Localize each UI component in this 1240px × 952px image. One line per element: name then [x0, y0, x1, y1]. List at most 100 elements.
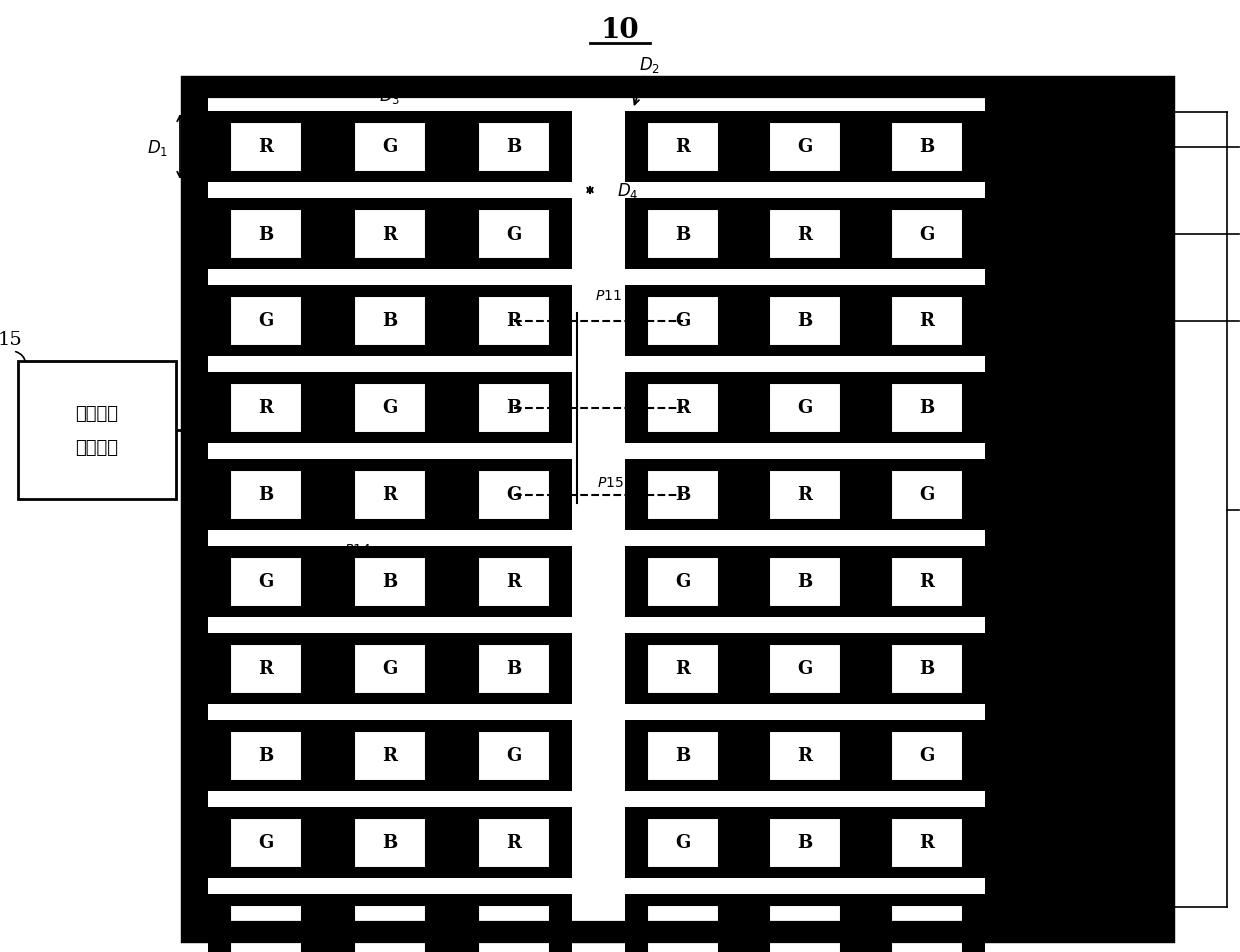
- Text: G: G: [797, 660, 812, 678]
- Text: R: R: [797, 746, 812, 764]
- Bar: [625, 721, 985, 791]
- Bar: [769, 383, 841, 433]
- Bar: [208, 96, 572, 112]
- Text: 虚拟显示: 虚拟显示: [76, 405, 119, 423]
- Bar: [647, 123, 719, 172]
- Bar: [229, 557, 303, 606]
- Bar: [477, 296, 551, 347]
- Bar: [769, 470, 841, 520]
- Bar: [353, 296, 427, 347]
- Text: R: R: [258, 921, 274, 939]
- Bar: [625, 183, 985, 199]
- Text: G: G: [382, 660, 398, 678]
- Text: B: B: [676, 486, 691, 504]
- Bar: [208, 617, 572, 633]
- Bar: [625, 546, 985, 617]
- Text: B: B: [506, 921, 522, 939]
- Bar: [229, 904, 303, 952]
- Text: B: B: [676, 226, 691, 244]
- Bar: [208, 112, 572, 183]
- Text: G: G: [797, 399, 812, 417]
- Bar: [647, 470, 719, 520]
- Bar: [208, 924, 572, 952]
- Text: G: G: [506, 486, 522, 504]
- Bar: [229, 731, 303, 781]
- Bar: [892, 209, 963, 259]
- Text: R: R: [382, 746, 398, 764]
- Bar: [572, 96, 625, 924]
- Bar: [208, 460, 572, 530]
- Text: B: B: [258, 746, 274, 764]
- Bar: [192, 88, 1164, 932]
- Bar: [477, 557, 551, 606]
- Text: R: R: [258, 138, 274, 156]
- Bar: [647, 296, 719, 347]
- Text: G: G: [919, 746, 935, 764]
- Bar: [625, 269, 985, 286]
- Bar: [769, 209, 841, 259]
- Bar: [625, 460, 985, 530]
- Bar: [208, 530, 572, 546]
- Text: 15: 15: [0, 330, 22, 348]
- Bar: [208, 633, 572, 704]
- Text: R: R: [797, 486, 812, 504]
- Bar: [477, 644, 551, 694]
- Bar: [208, 721, 572, 791]
- Bar: [192, 88, 1164, 932]
- Text: R: R: [920, 834, 935, 852]
- Bar: [625, 530, 985, 546]
- Bar: [208, 372, 572, 444]
- Bar: [229, 123, 303, 172]
- Bar: [892, 731, 963, 781]
- Text: B: B: [506, 399, 522, 417]
- Text: B: B: [258, 226, 274, 244]
- Bar: [477, 818, 551, 867]
- Text: R: R: [676, 399, 691, 417]
- Text: R: R: [506, 312, 522, 330]
- Bar: [647, 904, 719, 952]
- Text: B: B: [919, 138, 935, 156]
- Bar: [647, 731, 719, 781]
- Text: G: G: [919, 486, 935, 504]
- Text: $P14$: $P14$: [345, 543, 372, 556]
- Bar: [625, 372, 985, 444]
- Bar: [353, 383, 427, 433]
- Text: R: R: [258, 399, 274, 417]
- Bar: [625, 704, 985, 721]
- Bar: [892, 644, 963, 694]
- Bar: [208, 183, 572, 199]
- Bar: [625, 286, 985, 357]
- Bar: [625, 617, 985, 633]
- Text: G: G: [382, 399, 398, 417]
- Bar: [625, 807, 985, 878]
- Bar: [208, 269, 572, 286]
- Text: G: G: [382, 138, 398, 156]
- Text: R: R: [797, 226, 812, 244]
- Text: G: G: [676, 312, 691, 330]
- Bar: [647, 383, 719, 433]
- Bar: [229, 296, 303, 347]
- Text: 10: 10: [600, 16, 640, 44]
- Bar: [353, 818, 427, 867]
- Text: B: B: [919, 399, 935, 417]
- Text: B: B: [919, 921, 935, 939]
- Bar: [892, 123, 963, 172]
- Bar: [353, 123, 427, 172]
- Bar: [892, 296, 963, 347]
- Bar: [892, 383, 963, 433]
- Bar: [769, 123, 841, 172]
- Bar: [769, 818, 841, 867]
- Bar: [477, 904, 551, 952]
- Bar: [625, 924, 985, 952]
- Text: R: R: [382, 486, 398, 504]
- Bar: [208, 704, 572, 721]
- Text: R: R: [676, 921, 691, 939]
- Bar: [647, 644, 719, 694]
- Bar: [477, 209, 551, 259]
- Bar: [353, 904, 427, 952]
- Bar: [229, 470, 303, 520]
- Text: 控制电路: 控制电路: [76, 439, 119, 457]
- Text: B: B: [797, 573, 812, 591]
- Text: G: G: [382, 921, 398, 939]
- Text: $D_2$: $D_2$: [640, 55, 661, 75]
